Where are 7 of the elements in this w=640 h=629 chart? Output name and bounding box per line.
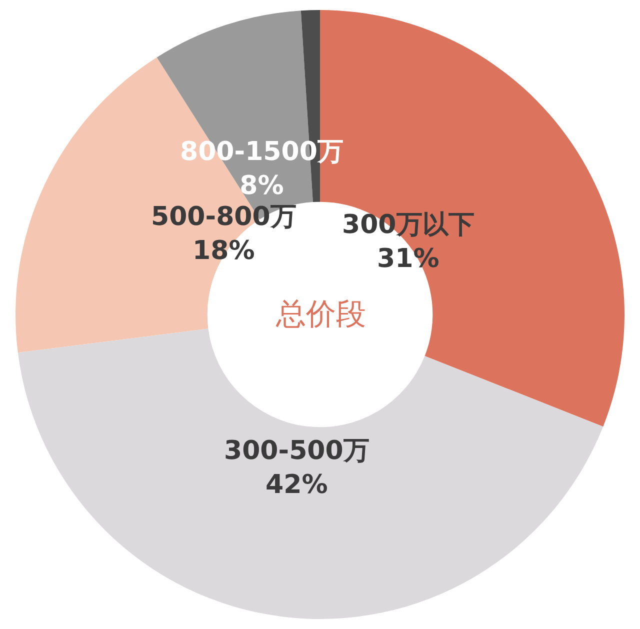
text: 总价段 — [275, 297, 366, 332]
donut-slice — [18, 328, 604, 618]
data-label: 42% — [266, 470, 328, 500]
data-label: 8% — [240, 170, 284, 201]
slice-label: 300-500万 — [224, 436, 370, 466]
slice-label: 500-800万 — [151, 202, 296, 232]
data-label: 18% — [192, 236, 255, 266]
